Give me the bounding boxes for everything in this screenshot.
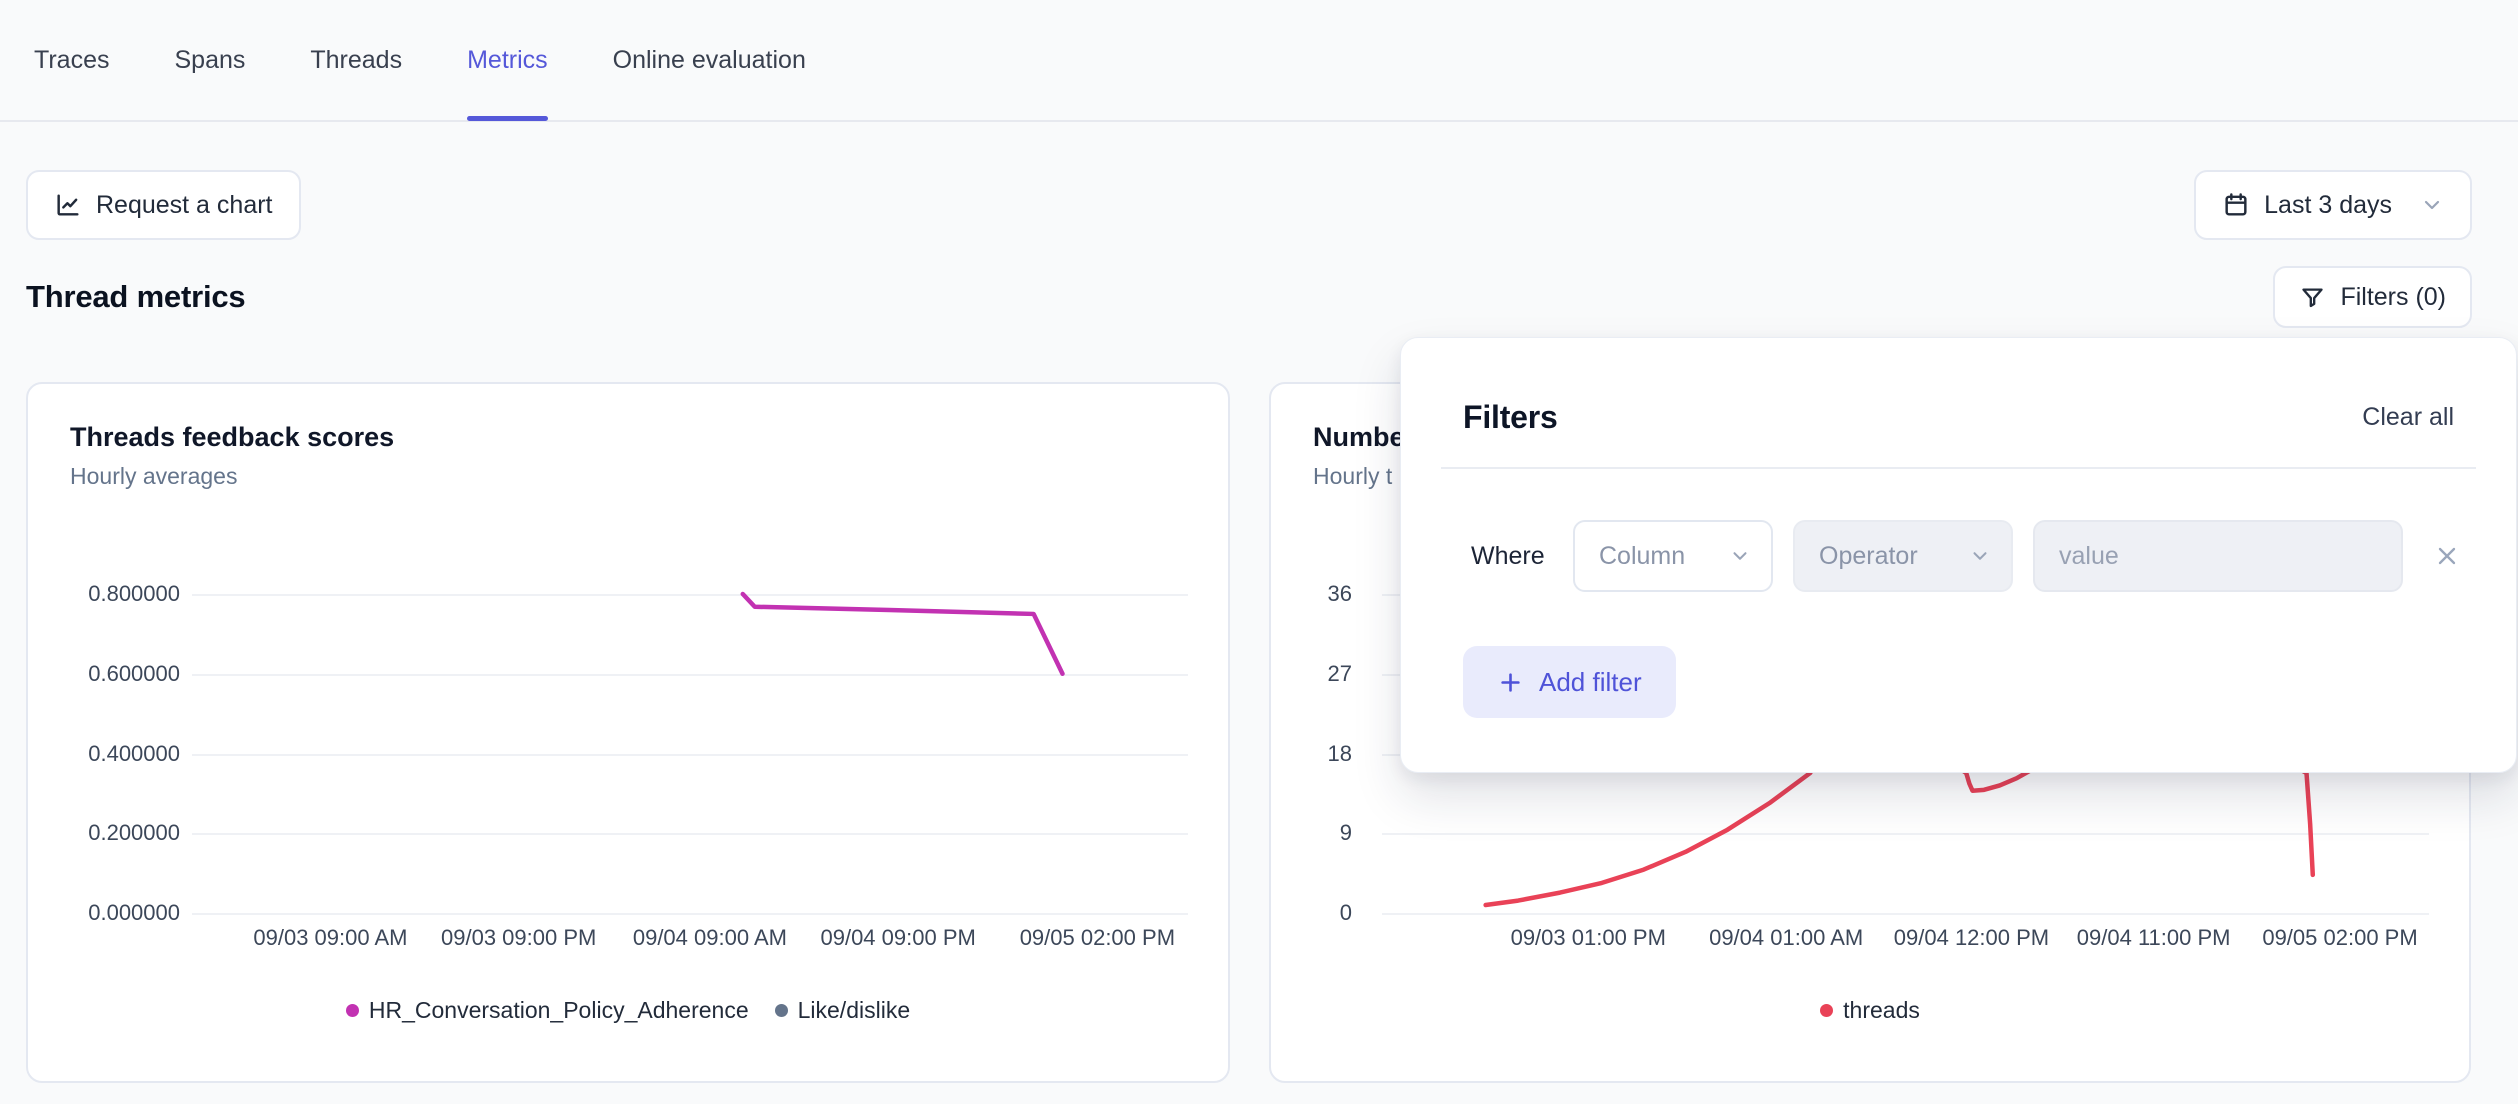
filters-button[interactable]: Filters (0) xyxy=(2273,266,2472,328)
x-tick-label: 09/05 02:00 PM xyxy=(1019,925,1176,950)
remove-filter-button[interactable] xyxy=(2433,542,2461,570)
legend-label: Like/dislike xyxy=(797,997,911,1023)
x-tick-label: 09/04 12:00 PM xyxy=(1893,925,2050,950)
tab-label: Traces xyxy=(34,45,110,74)
tab-online-evaluation[interactable]: Online evaluation xyxy=(613,0,806,120)
chevron-down-icon xyxy=(1733,552,1747,560)
gridline xyxy=(1382,833,2429,836)
page-title: Thread metrics xyxy=(26,279,246,314)
y-tick-label: 0.200000 xyxy=(88,820,180,846)
column-select[interactable]: Column xyxy=(1573,520,1773,592)
divider xyxy=(1441,467,2476,469)
chart-plot-area xyxy=(192,594,1188,915)
x-tick-label: 09/03 09:00 AM xyxy=(253,925,408,950)
chart-line-icon xyxy=(57,194,79,216)
date-range-label: Last 3 days xyxy=(2264,190,2392,219)
section-header: Thread metrics Filters (0) xyxy=(26,266,2472,328)
legend-item[interactable]: HR_Conversation_Policy_Adherence xyxy=(345,997,749,1024)
y-tick-label: 0.800000 xyxy=(88,581,180,606)
y-tick-label: 9 xyxy=(1339,820,1352,846)
tab-label: Metrics xyxy=(467,45,548,74)
x-tick-label: 09/04 09:00 AM xyxy=(632,925,787,950)
x-tick-label: 09/04 09:00 PM xyxy=(820,925,976,950)
filters-popover: Filters Clear all Where Column Operator … xyxy=(1400,337,2517,773)
request-chart-button[interactable]: Request a chart xyxy=(26,170,301,240)
where-label: Where xyxy=(1471,541,1545,570)
filter-value-input[interactable] xyxy=(2033,520,2403,592)
series-lines xyxy=(192,594,1188,913)
y-tick-label: 27 xyxy=(1327,660,1352,686)
chevron-down-icon xyxy=(2424,200,2440,210)
request-chart-label: Request a chart xyxy=(96,190,273,219)
y-tick-label: 36 xyxy=(1327,581,1352,606)
close-icon xyxy=(2438,547,2456,565)
active-tab-underline xyxy=(467,116,548,121)
tab-label: Threads xyxy=(310,45,403,74)
y-tick-label: 0 xyxy=(1339,900,1352,925)
tab-traces[interactable]: Traces xyxy=(34,0,109,120)
legend-item[interactable]: threads xyxy=(1820,997,1920,1024)
funnel-icon xyxy=(2302,287,2324,307)
gridline xyxy=(192,594,1188,596)
operator-select-value: Operator xyxy=(1819,541,1918,570)
gridline xyxy=(192,833,1188,836)
clear-all-button[interactable]: Clear all xyxy=(2362,402,2454,431)
y-tick-label: 18 xyxy=(1327,740,1352,766)
filters-popover-title: Filters xyxy=(1463,398,1558,435)
gridline xyxy=(1382,913,2429,915)
x-tick-label: 09/03 09:00 PM xyxy=(441,925,597,950)
filter-condition-row: Where Column Operator xyxy=(1471,520,2476,592)
gridline xyxy=(192,673,1188,676)
gridline xyxy=(192,753,1188,756)
plus-icon xyxy=(1501,672,1520,692)
legend-dot xyxy=(345,1004,359,1017)
filters-popover-header: Filters Clear all xyxy=(1463,384,2454,450)
chart-subtitle: Hourly averages xyxy=(70,463,238,489)
chart-subtitle: Hourly t xyxy=(1313,463,1393,489)
date-range-button[interactable]: Last 3 days xyxy=(2194,170,2472,240)
chevron-down-icon xyxy=(1973,552,1987,560)
y-axis-labels: 36 27 18 9 0 xyxy=(1271,581,1382,925)
operator-select[interactable]: Operator xyxy=(1793,520,2013,592)
calendar-icon xyxy=(2225,193,2247,216)
legend-dot xyxy=(1820,1004,1834,1017)
legend-dot xyxy=(774,1004,788,1017)
toolbar: Request a chart Last 3 days xyxy=(26,170,2472,240)
y-tick-label: 0.000000 xyxy=(88,900,180,925)
legend-item[interactable]: Like/dislike xyxy=(774,997,911,1024)
y-tick-label: 0.600000 xyxy=(88,660,180,686)
filters-button-label: Filters (0) xyxy=(2340,282,2446,311)
tab-threads[interactable]: Threads xyxy=(310,0,402,120)
chart-title: Numbe xyxy=(1313,422,1405,452)
x-axis-labels: 09/03 01:00 PM 09/04 01:00 AM 09/04 12:00 … xyxy=(1382,925,2429,955)
legend-label: threads xyxy=(1843,997,1920,1023)
x-tick-label: 09/04 11:00 PM xyxy=(2076,925,2231,950)
series-line xyxy=(743,594,1063,674)
tab-metrics[interactable]: Metrics xyxy=(467,0,548,121)
tab-label: Spans xyxy=(174,45,246,74)
tab-label: Online evaluation xyxy=(612,45,806,74)
x-tick-label: 09/05 02:00 PM xyxy=(2262,925,2418,950)
x-axis-labels: 09/03 09:00 AM 09/03 09:00 PM 09/04 09:00 … xyxy=(192,925,1188,955)
legend-label: HR_Conversation_Policy_Adherence xyxy=(368,997,749,1023)
chart-legend: threads xyxy=(1271,997,2469,1024)
chart-legend: HR_Conversation_Policy_Adherence Like/dis… xyxy=(28,997,1228,1024)
gridline xyxy=(192,913,1188,915)
chart-title: Threads feedback scores xyxy=(70,422,395,452)
x-tick-label: 09/04 01:00 AM xyxy=(1709,925,1864,950)
y-tick-label: 0.400000 xyxy=(88,740,180,766)
y-axis-labels: 0.800000 0.600000 0.400000 0.200000 0.000000 xyxy=(28,581,192,925)
tab-spans[interactable]: Spans xyxy=(174,0,245,120)
x-tick-label: 09/03 01:00 PM xyxy=(1510,925,1666,950)
column-select-value: Column xyxy=(1599,541,1686,570)
tab-bar: Traces Spans Threads Metrics Online eval… xyxy=(0,0,2518,122)
add-filter-label: Add filter xyxy=(1539,666,1642,697)
add-filter-button[interactable]: Add filter xyxy=(1463,646,1676,718)
threads-feedback-scores-card: Threads feedback scores Hourly averages … xyxy=(26,382,1230,1083)
